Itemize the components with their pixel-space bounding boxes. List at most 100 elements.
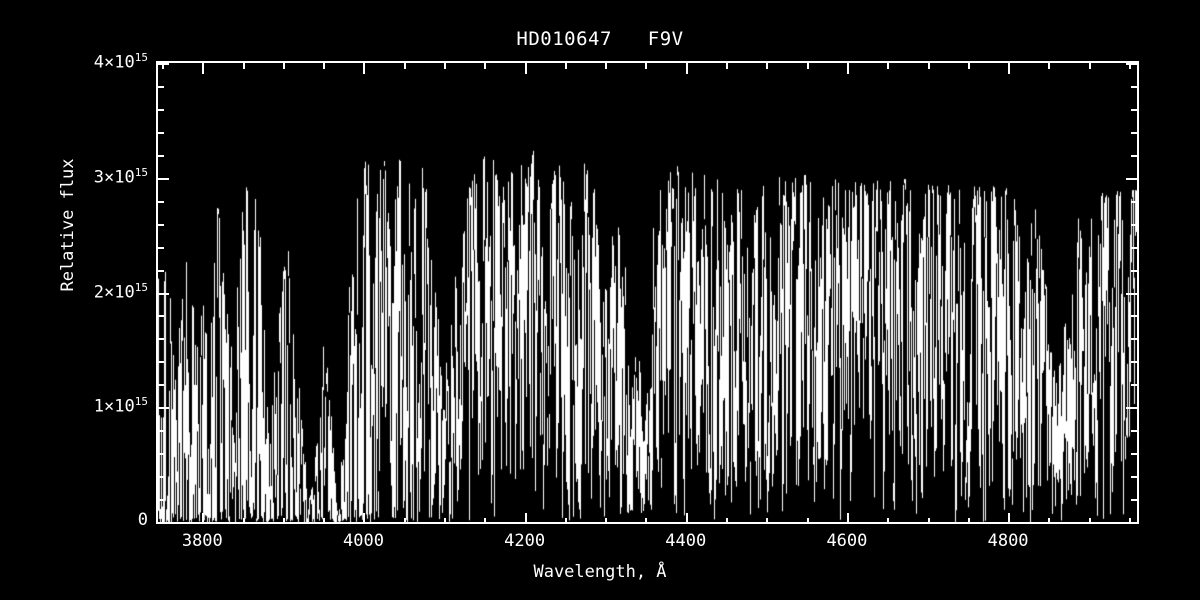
x-tick-minor (726, 518, 728, 524)
x-tick-minor (404, 518, 406, 524)
y-tick-major-right (1126, 407, 1137, 409)
y-tick-exponent: 15 (134, 51, 148, 64)
x-tick-minor-top (1089, 63, 1091, 69)
y-tick-minor-right (1131, 453, 1137, 455)
y-tick-major-right (1126, 522, 1137, 524)
y-tick-label: 2×1015 (8, 281, 148, 303)
y-tick-exponent: 15 (134, 395, 148, 409)
x-tick-minor-top (162, 63, 164, 69)
y-tick-minor-right (1131, 155, 1137, 157)
x-tick-minor-top (323, 63, 325, 69)
y-tick-mantissa: 4×10 (93, 52, 135, 73)
x-tick-minor (807, 518, 809, 524)
y-tick-minor-right (1131, 476, 1137, 478)
x-tick-minor-top (484, 63, 486, 69)
y-tick-minor (158, 224, 164, 226)
x-tick-minor (565, 518, 567, 524)
y-tick-minor-right (1131, 270, 1137, 272)
x-tick-minor (928, 518, 930, 524)
y-tick-minor-right (1131, 247, 1137, 249)
y-tick-label: 3×1015 (8, 166, 148, 188)
y-tick-minor (158, 201, 164, 203)
y-tick-mantissa: 1×10 (93, 396, 135, 417)
x-tick-major-top (1008, 63, 1010, 74)
y-tick-major (158, 63, 169, 65)
y-tick-label: 0 (137, 510, 148, 530)
y-tick-minor-right (1131, 109, 1137, 111)
x-tick-major-top (363, 63, 365, 74)
x-tick-major (202, 513, 204, 524)
x-tick-minor-top (968, 63, 970, 69)
y-tick-minor (158, 361, 164, 363)
x-tick-major-top (202, 63, 204, 74)
y-tick-label: 4×1015 (8, 51, 148, 73)
y-tick-minor-right (1131, 315, 1137, 317)
x-tick-minor-top (404, 63, 406, 69)
y-tick-minor (158, 453, 164, 455)
y-tick-major (158, 522, 169, 524)
y-tick-minor (158, 476, 164, 478)
x-tick-minor (605, 518, 607, 524)
x-tick-minor-top (887, 63, 889, 69)
x-tick-major (686, 513, 688, 524)
y-tick-minor (158, 430, 164, 432)
x-tick-label: 4800 (987, 531, 1029, 551)
x-tick-minor (162, 518, 164, 524)
x-tick-minor-top (807, 63, 809, 69)
x-tick-minor-top (444, 63, 446, 69)
x-tick-minor (243, 518, 245, 524)
x-tick-minor (323, 518, 325, 524)
x-tick-minor-top (928, 63, 930, 69)
y-tick-minor-right (1131, 361, 1137, 363)
x-tick-minor (444, 518, 446, 524)
y-tick-exponent: 15 (134, 165, 148, 179)
x-tick-major (1008, 513, 1010, 524)
x-tick-label: 3800 (181, 531, 223, 551)
y-tick-minor (158, 86, 164, 88)
x-tick-minor-top (243, 63, 245, 69)
x-tick-minor (968, 518, 970, 524)
x-tick-major-top (686, 63, 688, 74)
x-tick-major (363, 513, 365, 524)
x-tick-label: 4600 (826, 531, 868, 551)
y-tick-minor-right (1131, 499, 1137, 501)
x-tick-major-top (525, 63, 527, 74)
y-tick-minor (158, 338, 164, 340)
x-tick-major (847, 513, 849, 524)
y-axis-title: Relative flux (58, 158, 78, 292)
y-tick-minor (158, 247, 164, 249)
x-tick-minor (1089, 518, 1091, 524)
y-axis-tick-labels: 4×1015 3×1015 2×1015 1×1015 0 (0, 0, 148, 600)
x-tick-minor-top (766, 63, 768, 69)
x-tick-minor-top (605, 63, 607, 69)
x-tick-label: 4000 (342, 531, 384, 551)
x-tick-minor (1129, 518, 1131, 524)
x-tick-label: 4200 (504, 531, 546, 551)
x-tick-minor (283, 518, 285, 524)
x-tick-minor (645, 518, 647, 524)
x-tick-label: 4400 (665, 531, 707, 551)
y-tick-minor-right (1131, 132, 1137, 134)
y-tick-mantissa: 3×10 (93, 167, 135, 188)
x-tick-minor (484, 518, 486, 524)
x-tick-minor-top (1048, 63, 1050, 69)
x-tick-minor-top (1129, 63, 1131, 69)
x-tick-minor-top (565, 63, 567, 69)
y-tick-label: 1×1015 (8, 395, 148, 417)
y-tick-major (158, 293, 169, 295)
y-tick-minor (158, 384, 164, 386)
y-tick-minor (158, 315, 164, 317)
x-tick-minor-top (645, 63, 647, 69)
y-tick-minor-right (1131, 384, 1137, 386)
y-tick-major (158, 407, 169, 409)
y-tick-minor (158, 270, 164, 272)
x-tick-major-top (847, 63, 849, 74)
y-tick-minor (158, 132, 164, 134)
spectrum-plot-canvas (158, 63, 1137, 522)
x-tick-minor-top (726, 63, 728, 69)
x-tick-minor (1048, 518, 1050, 524)
y-tick-minor-right (1131, 430, 1137, 432)
y-tick-major-right (1126, 63, 1137, 65)
y-tick-minor-right (1131, 201, 1137, 203)
x-tick-minor (887, 518, 889, 524)
